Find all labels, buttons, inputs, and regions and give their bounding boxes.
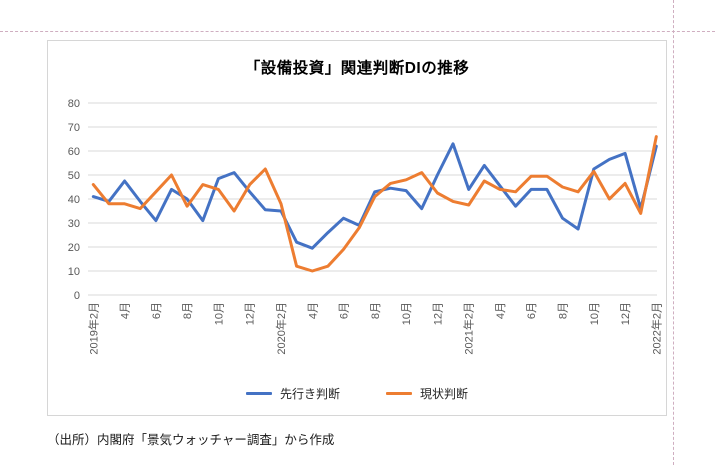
x-tick-label-11: 12月 xyxy=(432,302,444,325)
series-line-0 xyxy=(91,142,658,250)
x-tick-label-1: 4月 xyxy=(120,302,132,319)
y-tick-label-80: 80 xyxy=(68,98,80,110)
x-tick-label-8: 6月 xyxy=(339,302,351,319)
x-tick-label-12: 2021年2月 xyxy=(462,302,476,355)
chart-legend: 先行き判断 現状判断 xyxy=(47,385,667,402)
x-tick-label-17: 12月 xyxy=(620,302,632,325)
y-tick-label-60: 60 xyxy=(68,146,80,158)
x-tick-label-9: 8月 xyxy=(370,302,382,319)
x-tick-label-10: 10月 xyxy=(401,302,413,325)
outlook-series-swatch xyxy=(245,392,272,395)
chart-title: 「設備投資」関連判断DIの推移 xyxy=(244,60,470,77)
y-tick-label-50: 50 xyxy=(68,170,80,182)
y-tick-label-70: 70 xyxy=(68,122,80,134)
x-tick-label-3: 8月 xyxy=(182,302,194,319)
x-tick-label-7: 4月 xyxy=(307,302,319,319)
x-tick-label-0: 2019年2月 xyxy=(86,302,100,355)
legend-item-current: 現状判断 xyxy=(386,385,468,402)
legend-item-outlook: 先行き判断 xyxy=(245,385,340,402)
source-note: （出所）内閣府「景気ウォッチャー調査」から作成 xyxy=(47,433,335,447)
legend-label-outlook: 先行き判断 xyxy=(279,387,340,401)
y-tick-label-0: 0 xyxy=(74,290,80,302)
legend-label-current: 現状判断 xyxy=(420,387,469,401)
x-tick-label-4: 10月 xyxy=(213,302,225,325)
x-tick-label-16: 10月 xyxy=(589,302,601,325)
y-tick-label-40: 40 xyxy=(68,194,80,206)
x-tick-label-5: 12月 xyxy=(245,302,257,325)
x-tick-label-14: 6月 xyxy=(526,302,538,319)
series-line-1 xyxy=(91,135,658,273)
y-tick-label-20: 20 xyxy=(68,242,80,254)
current-series-swatch xyxy=(386,392,412,395)
y-tick-label-30: 30 xyxy=(68,218,80,230)
x-tick-label-18: 2022年2月 xyxy=(649,302,663,355)
x-tick-label-15: 8月 xyxy=(558,302,570,319)
x-tick-label-13: 4月 xyxy=(495,302,507,319)
page-break-line-top xyxy=(0,31,715,32)
x-tick-label-2: 6月 xyxy=(151,302,163,319)
y-tick-label-10: 10 xyxy=(68,266,80,278)
page-break-line-right xyxy=(673,0,674,465)
x-tick-label-6: 2020年2月 xyxy=(274,302,288,355)
